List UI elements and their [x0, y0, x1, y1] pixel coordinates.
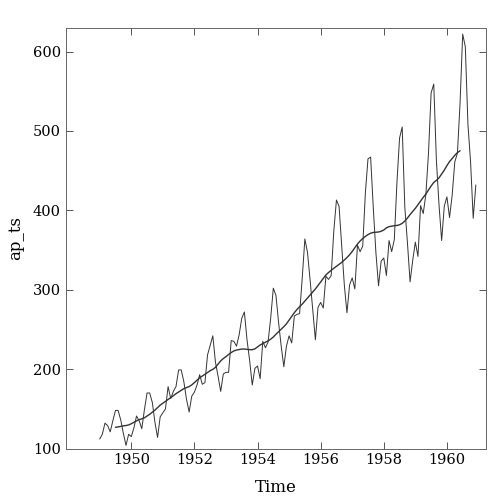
- Y-axis label: ap_ts: ap_ts: [7, 216, 24, 260]
- X-axis label: Time: Time: [255, 478, 297, 495]
